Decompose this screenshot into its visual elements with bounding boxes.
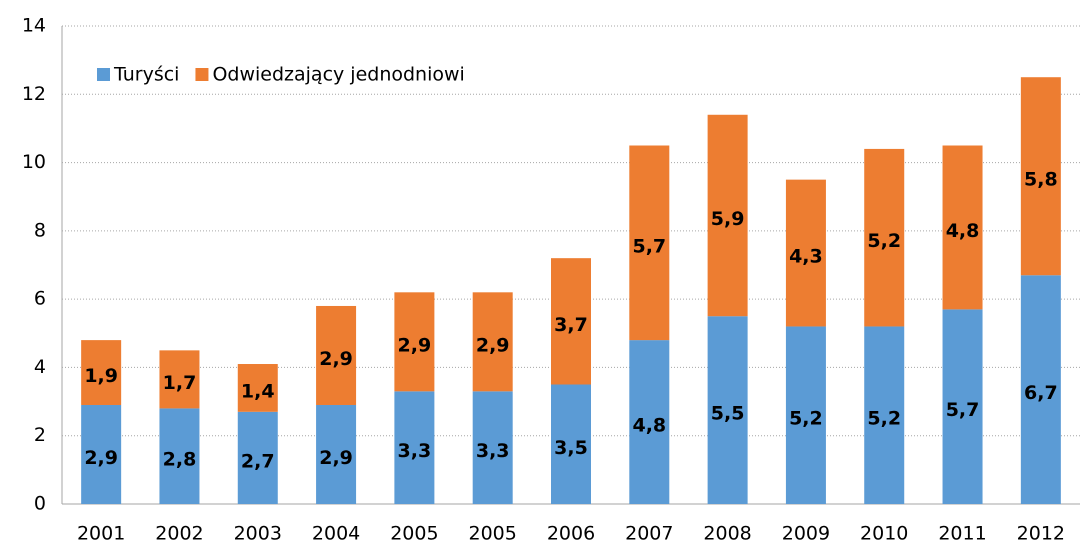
y-tick-label: 6 xyxy=(34,288,46,310)
bar-segment xyxy=(472,391,513,504)
value-label: 2,9 xyxy=(84,447,118,469)
value-label: 2,9 xyxy=(476,334,510,356)
value-label: 2,9 xyxy=(319,447,353,469)
bar-segment xyxy=(707,114,748,317)
x-tick-label: 2005 xyxy=(469,523,517,545)
bar-segment xyxy=(316,305,357,405)
x-tick-label: 2002 xyxy=(155,523,203,545)
bar-segment xyxy=(551,384,591,504)
x-tick-label: 2010 xyxy=(860,523,908,545)
y-tick-label: 8 xyxy=(34,219,46,241)
value-label: 2,9 xyxy=(319,348,353,370)
x-tick-label: 2001 xyxy=(77,523,125,545)
value-label: 2,7 xyxy=(241,450,275,472)
x-tick-label: 2003 xyxy=(234,523,282,545)
bar-segment xyxy=(1020,77,1061,276)
bar-segment xyxy=(942,309,983,504)
y-tick-label: 14 xyxy=(22,15,46,37)
bar-segment xyxy=(394,391,435,504)
value-label: 1,7 xyxy=(163,372,197,394)
bar-segment xyxy=(237,411,278,504)
x-tick-label: 2009 xyxy=(782,523,830,545)
bar-segment xyxy=(551,258,591,385)
value-label: 5,8 xyxy=(1024,169,1058,191)
value-label: 1,9 xyxy=(84,365,118,387)
x-tick-label: 2007 xyxy=(625,523,673,545)
value-label: 5,9 xyxy=(711,208,745,230)
y-tick-label: 0 xyxy=(34,493,46,515)
x-tick-label: 2006 xyxy=(547,523,595,545)
bar-segment xyxy=(707,316,748,504)
bar-segment xyxy=(629,340,670,504)
bar-segment xyxy=(864,148,905,327)
value-label: 6,7 xyxy=(1024,382,1058,404)
value-label: 3,7 xyxy=(554,314,588,336)
legend-swatch xyxy=(195,68,209,81)
bar-segment xyxy=(159,408,200,504)
bar-segment xyxy=(942,145,983,310)
value-label: 5,2 xyxy=(789,408,823,430)
value-label: 3,3 xyxy=(476,440,510,462)
legend-label: Turyści xyxy=(113,64,179,86)
bar-segment xyxy=(629,145,670,341)
legend-label: Odwiedzający jednodniowi xyxy=(212,64,464,86)
bar-segment xyxy=(237,364,278,412)
y-tick-label: 12 xyxy=(22,83,46,105)
value-label: 5,5 xyxy=(711,403,745,425)
bar-segment xyxy=(81,340,122,405)
x-tick-label: 2005 xyxy=(390,523,438,545)
value-label: 5,2 xyxy=(867,230,901,252)
value-label: 4,8 xyxy=(946,220,980,242)
bar-segment xyxy=(81,404,122,504)
value-label: 4,3 xyxy=(789,246,823,268)
bar-segment xyxy=(472,292,513,392)
bar-segment xyxy=(785,326,826,504)
value-label: 2,8 xyxy=(163,449,197,471)
x-tick-label: 2012 xyxy=(1017,523,1065,545)
value-label: 2,9 xyxy=(398,334,432,356)
value-label: 1,4 xyxy=(241,380,275,402)
bar-segment xyxy=(785,179,826,327)
y-tick-label: 4 xyxy=(34,356,46,378)
value-label: 5,2 xyxy=(867,408,901,430)
value-label: 5,7 xyxy=(946,399,980,421)
bar-segment xyxy=(864,326,905,504)
bar-segment xyxy=(316,404,357,504)
x-tick-label: 2008 xyxy=(703,523,751,545)
legend-swatch xyxy=(97,68,110,81)
value-label: 4,8 xyxy=(632,415,666,437)
bar-segment xyxy=(1020,275,1061,504)
x-tick-label: 2011 xyxy=(938,523,986,545)
value-label: 3,3 xyxy=(398,440,432,462)
bar-segment xyxy=(394,292,435,392)
bar-segment xyxy=(159,350,200,409)
y-tick-label: 2 xyxy=(34,424,46,446)
value-label: 3,5 xyxy=(554,437,588,459)
value-label: 5,7 xyxy=(632,235,666,257)
y-tick-label: 10 xyxy=(22,151,46,173)
x-tick-label: 2004 xyxy=(312,523,360,545)
